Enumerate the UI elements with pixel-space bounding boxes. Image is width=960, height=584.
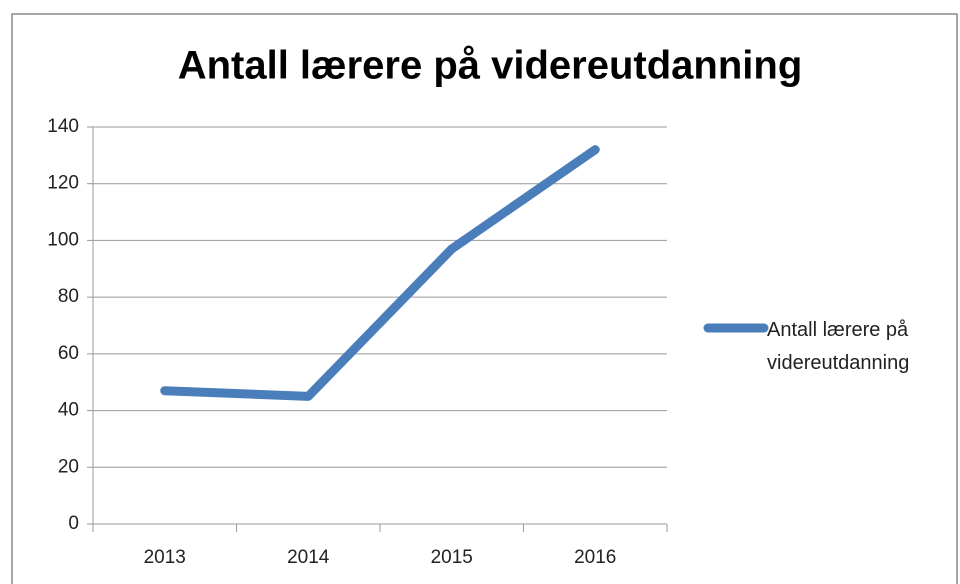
y-tick-label: 0 [68, 513, 79, 534]
y-tick-label: 40 [58, 400, 79, 421]
x-tick-label: 2014 [287, 547, 330, 568]
y-tick-label: 100 [47, 229, 79, 250]
series-line [160, 145, 600, 401]
chart-frame [11, 13, 958, 584]
legend-label: Antall lærere på videreutdanning [767, 319, 910, 374]
x-tick-label: 2015 [431, 547, 473, 568]
x-tick-label: 2013 [144, 547, 186, 568]
y-tick-label: 120 [47, 173, 79, 194]
y-tick-label: 140 [47, 116, 79, 137]
x-tick-label: 2016 [574, 547, 616, 568]
y-tick-label: 20 [58, 456, 79, 477]
y-tick-label: 60 [58, 343, 79, 364]
y-tick-label: 80 [58, 286, 79, 307]
chart-title: Antall lærere på videreutdanning [178, 44, 803, 88]
